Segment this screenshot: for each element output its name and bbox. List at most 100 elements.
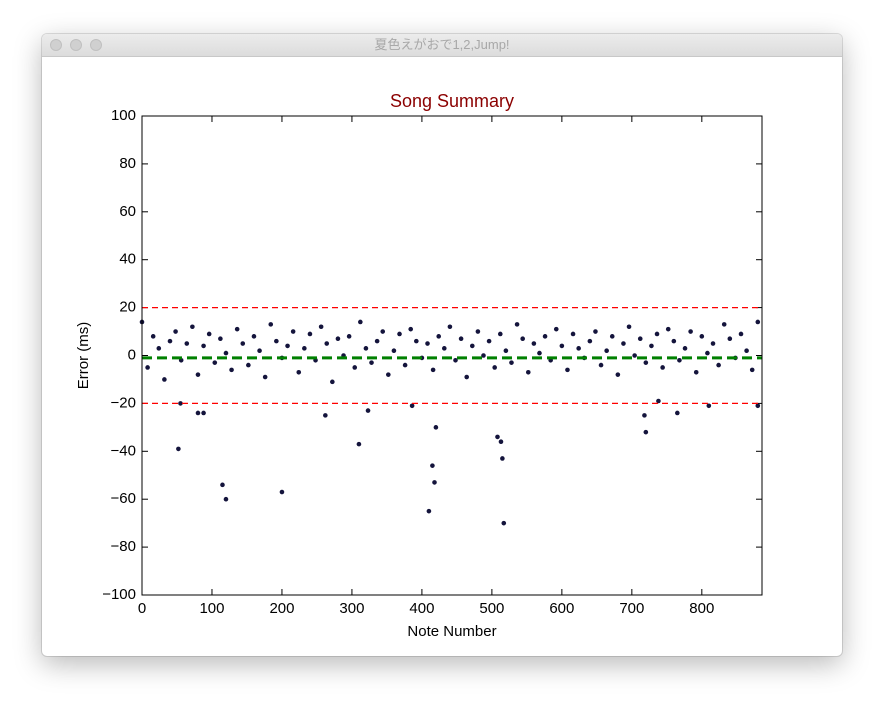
point — [201, 410, 206, 416]
plot-frame — [141, 115, 763, 596]
point — [173, 329, 178, 334]
point — [593, 329, 598, 334]
point — [363, 346, 369, 351]
x-tick-label: 400 — [409, 600, 434, 617]
point — [755, 403, 761, 409]
point — [492, 365, 497, 370]
point — [380, 329, 386, 334]
chart-title: Song Summary — [390, 91, 514, 111]
point — [514, 322, 520, 327]
point — [335, 336, 341, 342]
point — [206, 331, 212, 337]
point — [409, 403, 415, 409]
point — [190, 324, 195, 330]
point — [749, 367, 755, 373]
point — [442, 346, 447, 351]
point — [682, 346, 688, 351]
point — [755, 319, 761, 325]
point — [176, 446, 181, 452]
point — [642, 413, 647, 418]
point — [501, 520, 507, 526]
y-tick-label: −100 — [102, 586, 136, 603]
point — [621, 341, 626, 346]
point — [675, 410, 680, 416]
point — [693, 369, 699, 375]
close-button[interactable] — [50, 39, 62, 51]
y-tick-label: −60 — [111, 490, 136, 507]
point — [184, 341, 190, 346]
point — [509, 360, 514, 365]
point — [744, 348, 749, 354]
point — [705, 350, 710, 356]
point — [559, 343, 565, 349]
point — [671, 338, 677, 344]
y-tick-label: 0 — [128, 346, 136, 363]
point — [576, 346, 581, 351]
y-tick-label: 100 — [111, 107, 136, 124]
point — [268, 322, 274, 327]
point — [324, 341, 330, 346]
point — [615, 372, 621, 377]
point — [432, 480, 437, 485]
point — [156, 346, 162, 351]
y-tick-label: 20 — [119, 299, 136, 316]
point — [525, 369, 531, 375]
x-tick-label: 600 — [549, 600, 574, 617]
point — [706, 403, 712, 409]
point — [246, 362, 251, 368]
x-tick-label: 300 — [339, 600, 364, 617]
point — [632, 353, 637, 358]
point — [262, 374, 268, 380]
x-axis-label: Note Number — [407, 623, 496, 640]
point — [565, 367, 570, 373]
minimize-button[interactable] — [70, 39, 82, 51]
point — [495, 434, 500, 440]
point — [430, 367, 436, 373]
point — [386, 372, 391, 377]
point — [279, 489, 285, 495]
point — [356, 441, 362, 447]
point — [587, 338, 593, 344]
point — [346, 334, 352, 339]
point — [447, 324, 453, 330]
point — [150, 334, 156, 339]
point — [425, 341, 430, 346]
window-title: 夏色えがおで1,2,Jump! — [374, 37, 510, 52]
point — [178, 401, 183, 406]
point — [414, 338, 419, 344]
point — [220, 482, 225, 488]
point — [469, 343, 475, 349]
point — [307, 331, 313, 337]
point — [738, 331, 744, 337]
point — [542, 334, 548, 339]
point — [257, 348, 262, 354]
point — [274, 338, 279, 344]
point — [475, 329, 481, 334]
point — [433, 425, 439, 430]
point — [677, 357, 682, 363]
point — [721, 322, 727, 327]
point — [285, 343, 290, 349]
point — [402, 362, 408, 368]
point — [654, 331, 660, 337]
point — [553, 326, 559, 332]
point — [240, 341, 246, 346]
point — [537, 350, 542, 356]
x-tick-label: 700 — [619, 600, 644, 617]
zoom-button[interactable] — [90, 39, 102, 51]
point — [660, 365, 665, 370]
y-tick-label: 40 — [119, 251, 136, 268]
point — [436, 334, 442, 339]
point — [365, 408, 371, 413]
window: 夏色えがおで1,2,Jump! Song Summary Note Number E… — [42, 34, 842, 656]
x-tick-label: 0 — [138, 600, 146, 617]
point — [430, 463, 435, 468]
point — [374, 338, 380, 344]
y-tick-label: −20 — [111, 394, 136, 411]
point — [408, 326, 414, 332]
point — [290, 329, 296, 334]
point — [229, 367, 234, 373]
point — [212, 360, 218, 365]
